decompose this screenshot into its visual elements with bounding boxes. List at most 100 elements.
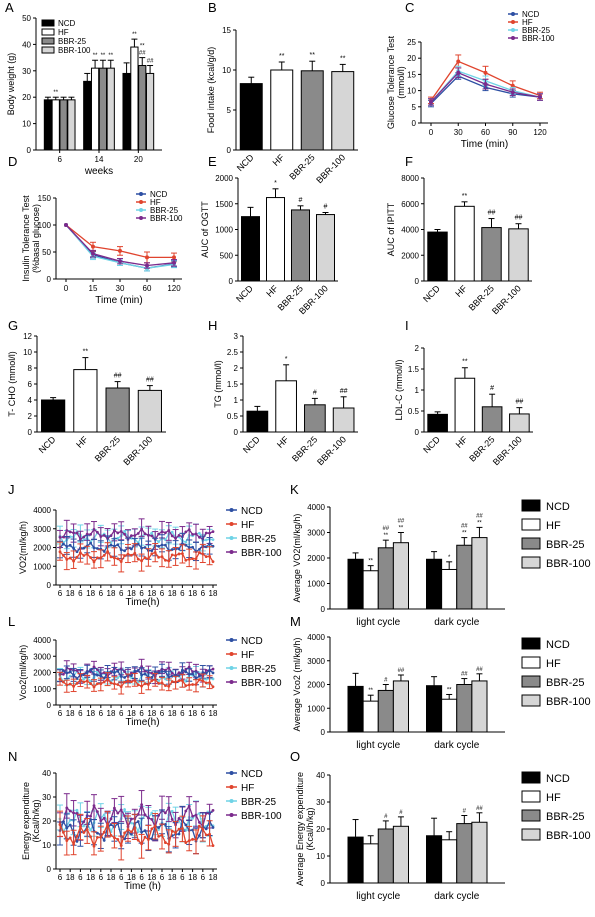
y-tick-label: 3000 xyxy=(307,657,325,666)
bar-bbr-25 xyxy=(377,547,394,610)
data-point xyxy=(184,684,188,688)
bar-ncd xyxy=(41,399,66,433)
legend-marker xyxy=(511,36,515,40)
data-point xyxy=(62,820,65,824)
legend-marker xyxy=(139,216,143,220)
significance-mark: ## xyxy=(461,672,468,678)
bar-bbr-100 xyxy=(392,542,409,610)
y-tick-label: 20 xyxy=(22,93,31,102)
y-tick-label: 0 xyxy=(47,701,52,710)
data-point xyxy=(164,811,167,815)
data-point xyxy=(211,560,215,564)
panel-letter: O xyxy=(290,749,300,764)
x-tick-label: 6 xyxy=(99,873,104,882)
y-axis-label: T- CHO (mmol/l) xyxy=(7,351,17,417)
data-point xyxy=(72,843,75,846)
data-point xyxy=(191,683,195,686)
data-point xyxy=(123,554,126,558)
data-point xyxy=(167,666,171,670)
data-point xyxy=(92,665,96,669)
x-tick-label: 6 xyxy=(119,709,124,718)
data-point xyxy=(198,674,201,678)
data-point xyxy=(211,667,215,671)
significance-mark: ## xyxy=(476,513,483,519)
data-point xyxy=(201,552,205,556)
series-line-hf xyxy=(59,822,214,849)
y-tick-label: 0 xyxy=(27,146,32,155)
x-tick-label: HF xyxy=(271,152,287,168)
panel-letter: J xyxy=(8,482,15,497)
data-point xyxy=(164,543,167,547)
data-point xyxy=(113,529,116,532)
significance-mark: # xyxy=(490,385,494,392)
y-tick-label: 1 xyxy=(234,396,239,405)
data-point xyxy=(150,531,154,535)
legend-label: HF xyxy=(58,28,69,37)
legend-swatch xyxy=(41,37,55,45)
data-point xyxy=(150,827,154,831)
significance-mark: # xyxy=(324,204,328,211)
data-point xyxy=(170,548,174,551)
x-tick-label: 18 xyxy=(107,873,116,882)
legend-swatch-hf xyxy=(521,790,541,803)
data-point xyxy=(198,535,201,539)
bar-bbr-25 xyxy=(377,689,394,733)
data-point xyxy=(177,679,181,683)
data-point xyxy=(64,223,68,227)
data-point xyxy=(456,70,461,75)
y-tick-label: 1500 xyxy=(215,200,233,209)
y-tick-label: 8000 xyxy=(401,174,419,183)
legend-label: BBR-25 xyxy=(150,206,179,215)
data-point xyxy=(187,683,191,687)
data-point xyxy=(123,680,126,684)
data-point xyxy=(82,820,86,824)
y-tick-label: 0.5 xyxy=(408,407,420,416)
legend-marker xyxy=(229,550,234,554)
x-tick-label: 14 xyxy=(95,155,104,164)
y-tick-label: 10 xyxy=(222,66,231,75)
data-point xyxy=(123,808,126,811)
data-point xyxy=(150,679,154,683)
data-point xyxy=(126,679,130,683)
y-axis-label: (%basal glucose) xyxy=(31,204,41,273)
data-point xyxy=(136,557,140,561)
data-point xyxy=(194,683,198,686)
data-point xyxy=(119,685,123,689)
data-point xyxy=(113,671,116,675)
data-point xyxy=(136,820,140,823)
data-point xyxy=(157,834,161,838)
data-point xyxy=(211,685,215,689)
bar-bbr-25 xyxy=(300,70,324,151)
data-point xyxy=(211,671,215,675)
y-tick-label: 30 xyxy=(42,793,51,802)
data-point xyxy=(177,817,181,820)
data-point xyxy=(208,832,212,836)
data-point xyxy=(191,814,195,818)
data-point xyxy=(191,532,195,536)
data-point xyxy=(187,557,191,561)
data-point xyxy=(160,681,164,685)
data-point xyxy=(194,532,198,536)
panel-letter: E xyxy=(208,154,217,169)
y-tick-label: 1000 xyxy=(215,226,233,235)
panel-E: 0 500 1000 1500 2000 E AUC of OGTT NCD * HF # BBR-2… xyxy=(200,154,338,316)
data-point xyxy=(184,540,188,544)
legend-label: BBR-100 xyxy=(546,830,591,842)
bar-bbr-100 xyxy=(509,413,530,433)
legend-marker xyxy=(229,680,234,684)
legend-marker xyxy=(229,799,234,803)
x-tick-label: 18 xyxy=(168,589,177,598)
data-point xyxy=(72,531,75,535)
data-point xyxy=(109,833,113,837)
panel-C: 0 5 10 15 20 25 C Glucose Tolerance Test (mmol/l… xyxy=(386,0,555,150)
data-point xyxy=(198,834,201,837)
data-point xyxy=(92,673,96,676)
x-tick-label: 6 xyxy=(119,873,124,882)
data-point xyxy=(68,530,72,534)
x-tick-label: 15 xyxy=(89,284,98,293)
data-point xyxy=(126,828,130,831)
data-point xyxy=(65,671,69,675)
data-point xyxy=(170,671,174,675)
y-tick-label: 2 xyxy=(234,364,239,373)
x-tick-label: 18 xyxy=(209,709,218,718)
